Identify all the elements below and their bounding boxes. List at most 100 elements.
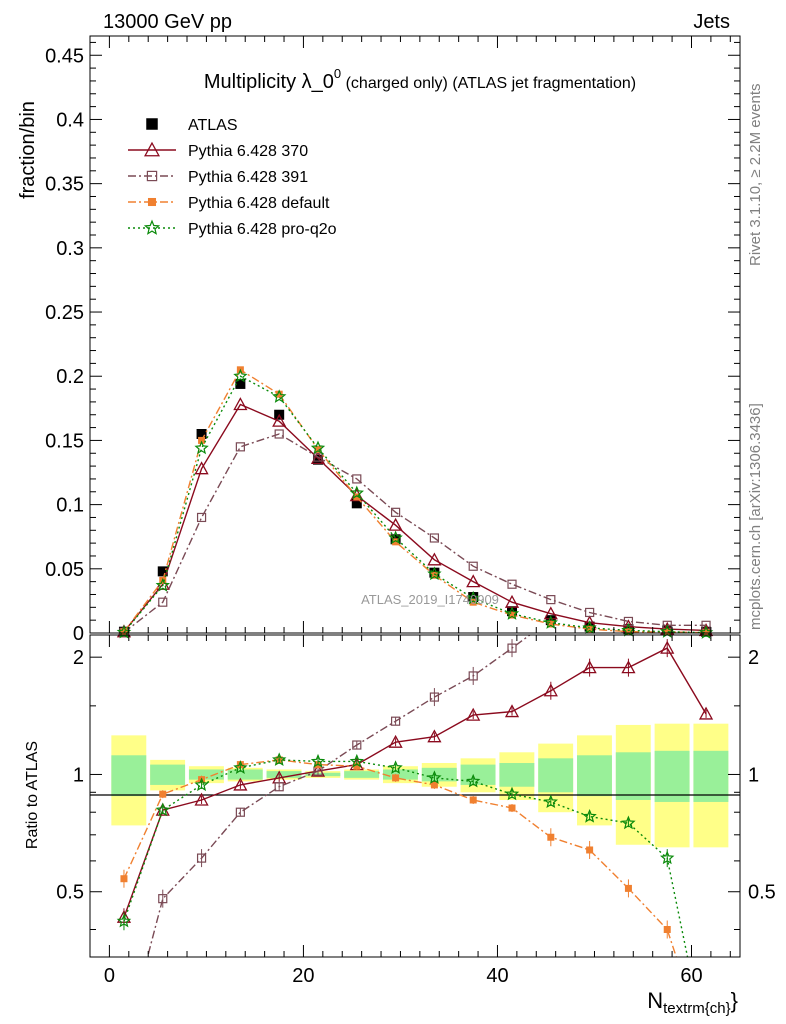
ratio-point — [233, 777, 248, 791]
ratio-point — [194, 777, 209, 792]
series-line — [123, 433, 706, 633]
main-panel: ATLAS_2019_I1740909 00.050.10.150.20.250… — [17, 35, 741, 645]
data-point — [235, 442, 245, 452]
ratio-line — [123, 647, 707, 918]
data-point — [313, 452, 323, 462]
ratio-series-pythia-6-428-pro-q2o — [116, 752, 689, 957]
data-point — [198, 436, 206, 444]
main-y-tick-label: 0 — [73, 623, 84, 645]
data-point — [274, 429, 284, 439]
main-y-tick-label: 0.4 — [56, 109, 84, 131]
stat-band-bin — [577, 755, 612, 797]
data-point — [158, 597, 168, 607]
stat-band-bin — [227, 769, 263, 780]
data-point — [351, 498, 362, 509]
data-point — [310, 451, 326, 465]
main-y-tick-label: 0.45 — [45, 45, 84, 67]
ratio-point — [155, 802, 170, 816]
stat-band-bin — [188, 769, 224, 780]
main-curves — [116, 366, 714, 639]
ratio-point — [508, 804, 516, 812]
ratio-point — [621, 660, 636, 674]
ratio-point — [233, 760, 248, 775]
main-y-tick-label: 0.25 — [45, 302, 84, 324]
data-point — [582, 620, 597, 634]
data-point — [349, 485, 364, 500]
data-point — [468, 592, 479, 603]
title-rest: (charged only) (ATLAS jet fragmentation) — [341, 75, 636, 92]
side-label-bottom: mcplots.cern.ch [arXiv:1306.3436] — [747, 403, 764, 630]
stat-band-bin — [460, 764, 496, 785]
stat-band-bin — [615, 752, 651, 800]
data-point — [233, 397, 248, 411]
main-y-tick-label: 0.1 — [56, 495, 84, 517]
main-y-tick-label: 0.2 — [56, 366, 84, 388]
ratio-point — [698, 706, 714, 720]
data-point — [312, 454, 323, 465]
watermark: ATLAS_2019_I1740909 — [361, 592, 499, 607]
x-tick-label: 40 — [486, 965, 508, 987]
ratio-point — [466, 773, 481, 788]
ratio-point — [469, 796, 477, 804]
ratio-point — [353, 762, 361, 770]
ratio-y-tick-label: 1 — [73, 764, 84, 786]
x-axis-label: Ntextrm{ch}} — [647, 988, 738, 1017]
ratio-bands — [111, 723, 729, 848]
ratio-point — [659, 850, 675, 865]
ratio-line — [123, 759, 678, 957]
data-point — [504, 606, 520, 620]
legend-label: Pythia 6.428 default — [188, 195, 330, 212]
title-sup: 0 — [334, 66, 341, 81]
ratio-point — [390, 716, 401, 726]
series-line — [123, 375, 707, 634]
ratio-point — [272, 752, 287, 766]
ratio-point — [388, 760, 403, 774]
x-label-sub: textrm{ch} — [663, 1000, 731, 1017]
ratio-point — [504, 786, 520, 801]
legend-marker — [147, 197, 157, 207]
ratio-y-tick-label-right: 0.5 — [748, 882, 776, 904]
title-main: Multiplicity λ_0 — [204, 71, 334, 93]
data-point — [546, 595, 556, 605]
series-line — [123, 368, 707, 634]
legend-entry: Pythia 6.428 370 — [128, 141, 308, 160]
ratio-point — [235, 807, 245, 817]
ratio-point — [194, 792, 209, 806]
data-point — [586, 625, 594, 633]
legend-label: Pythia 6.428 391 — [188, 169, 308, 186]
stat-band-bin — [382, 769, 418, 780]
data-point — [194, 440, 209, 455]
ratio-y-tick-label: 2 — [73, 647, 84, 669]
data-point — [157, 566, 168, 577]
data-point — [310, 440, 326, 455]
data-point — [388, 517, 403, 531]
data-point — [466, 574, 481, 588]
main-y-tick-label: 0.15 — [45, 430, 84, 452]
legend-marker — [144, 141, 160, 157]
ratio-point — [310, 753, 326, 768]
legend-entry: Pythia 6.428 391 — [128, 169, 308, 186]
data-point — [388, 530, 403, 545]
legend-marker — [146, 118, 158, 130]
ratio-point — [504, 704, 520, 718]
header-right: Jets — [693, 11, 730, 33]
ratio-point — [427, 770, 442, 784]
data-point — [390, 507, 401, 517]
ratio-point — [388, 734, 403, 748]
ratio-y-tick-label: 0.5 — [56, 882, 84, 904]
data-point — [624, 628, 632, 636]
main-y-tick-label: 0.35 — [45, 174, 84, 196]
stat-band-bin — [654, 750, 690, 802]
data-point — [507, 579, 517, 589]
stat-band-bin — [266, 771, 302, 778]
ratio-panel: 0.5 0.5 1 1 2 2 0 20 40 60 Ratio to ATLAS Ntextr… — [24, 634, 776, 1017]
ratio-point — [543, 683, 558, 697]
data-point — [194, 461, 209, 475]
data-point — [314, 445, 322, 453]
ratio-point — [352, 740, 362, 750]
ratio-point — [429, 692, 440, 702]
ratio-point — [120, 875, 128, 883]
data-point — [547, 620, 555, 628]
data-point — [392, 538, 400, 546]
